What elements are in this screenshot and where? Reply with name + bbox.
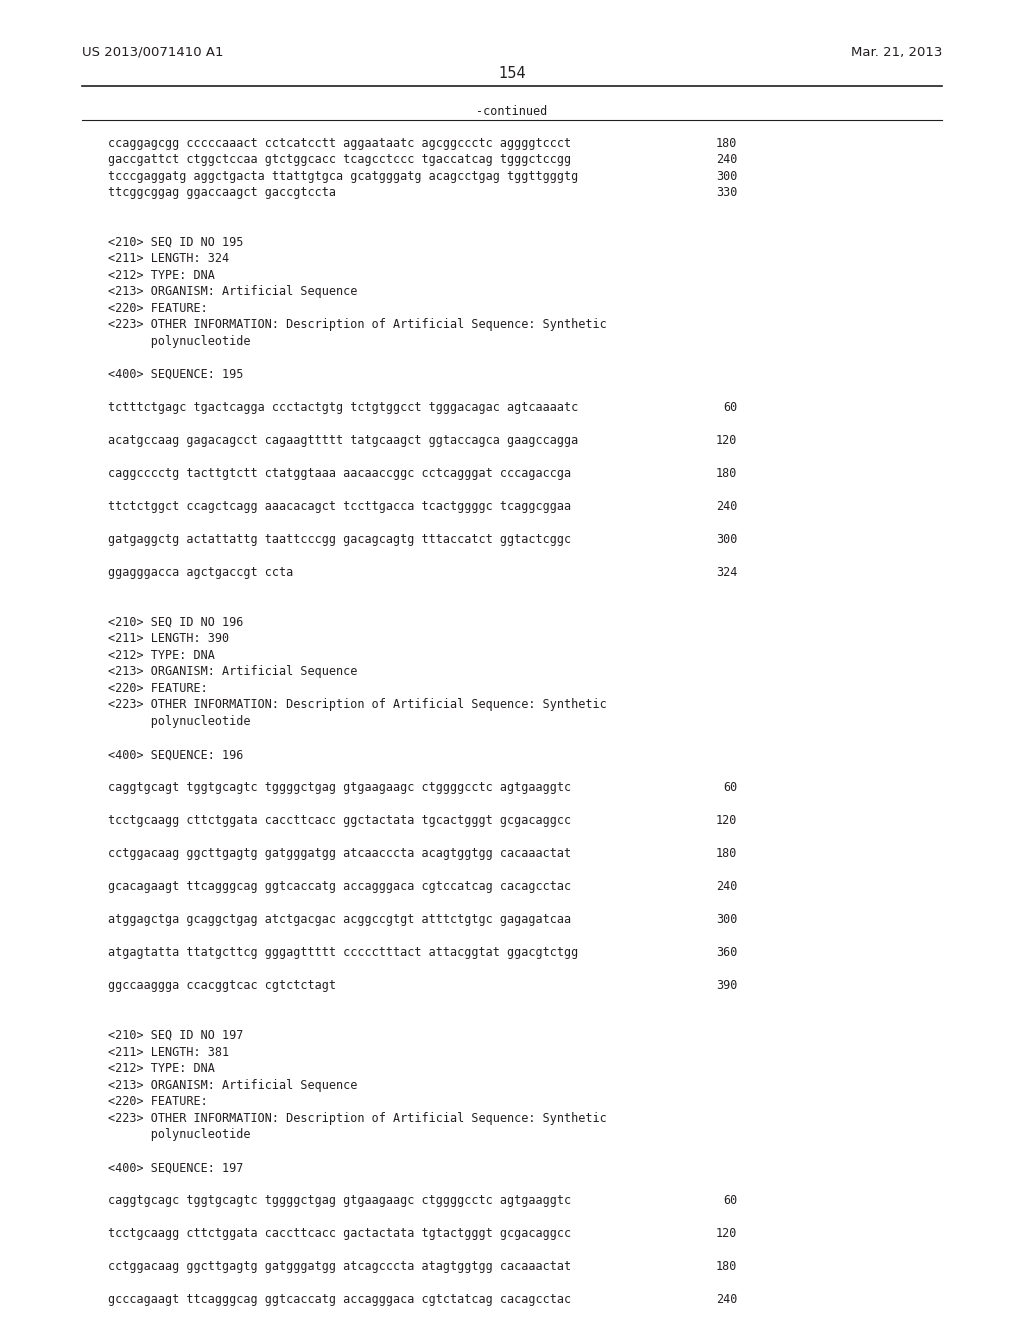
Text: caggtgcagt tggtgcagtc tggggctgag gtgaagaagc ctggggcctc agtgaaggtc: caggtgcagt tggtgcagtc tggggctgag gtgaaga…: [108, 781, 570, 795]
Text: -continued: -continued: [476, 106, 548, 119]
Text: <211> LENGTH: 381: <211> LENGTH: 381: [108, 1045, 228, 1059]
Text: <212> TYPE: DNA: <212> TYPE: DNA: [108, 1063, 214, 1074]
Text: polynucleotide: polynucleotide: [108, 715, 250, 729]
Text: caggcccctg tacttgtctt ctatggtaaa aacaaccggc cctcagggat cccagaccga: caggcccctg tacttgtctt ctatggtaaa aacaacc…: [108, 467, 570, 480]
Text: 154: 154: [498, 66, 526, 81]
Text: ggagggacca agctgaccgt ccta: ggagggacca agctgaccgt ccta: [108, 566, 293, 579]
Text: gcacagaagt ttcagggcag ggtcaccatg accagggaca cgtccatcag cacagcctac: gcacagaagt ttcagggcag ggtcaccatg accaggg…: [108, 880, 570, 894]
Text: 324: 324: [716, 566, 737, 579]
Text: caggtgcagc tggtgcagtc tggggctgag gtgaagaagc ctggggcctc agtgaaggtc: caggtgcagc tggtgcagtc tggggctgag gtgaaga…: [108, 1195, 570, 1208]
Text: atggagctga gcaggctgag atctgacgac acggccgtgt atttctgtgc gagagatcaa: atggagctga gcaggctgag atctgacgac acggccg…: [108, 913, 570, 927]
Text: gcccagaagt ttcagggcag ggtcaccatg accagggaca cgtctatcag cacagcctac: gcccagaagt ttcagggcag ggtcaccatg accaggg…: [108, 1294, 570, 1307]
Text: <400> SEQUENCE: 197: <400> SEQUENCE: 197: [108, 1162, 243, 1175]
Text: <213> ORGANISM: Artificial Sequence: <213> ORGANISM: Artificial Sequence: [108, 285, 357, 298]
Text: 60: 60: [723, 1195, 737, 1208]
Text: <400> SEQUENCE: 195: <400> SEQUENCE: 195: [108, 368, 243, 381]
Text: polynucleotide: polynucleotide: [108, 1129, 250, 1142]
Text: 120: 120: [716, 1228, 737, 1241]
Text: <223> OTHER INFORMATION: Description of Artificial Sequence: Synthetic: <223> OTHER INFORMATION: Description of …: [108, 318, 606, 331]
Text: <400> SEQUENCE: 196: <400> SEQUENCE: 196: [108, 748, 243, 762]
Text: 240: 240: [716, 880, 737, 894]
Text: 240: 240: [716, 1294, 737, 1307]
Text: ggccaaggga ccacggtcac cgtctctagt: ggccaaggga ccacggtcac cgtctctagt: [108, 979, 336, 993]
Text: tcccgaggatg aggctgacta ttattgtgca gcatgggatg acagcctgag tggttgggtg: tcccgaggatg aggctgacta ttattgtgca gcatgg…: [108, 169, 578, 182]
Text: tctttctgagc tgactcagga ccctactgtg tctgtggcct tgggacagac agtcaaaatc: tctttctgagc tgactcagga ccctactgtg tctgtg…: [108, 401, 578, 414]
Text: US 2013/0071410 A1: US 2013/0071410 A1: [82, 45, 223, 58]
Text: acatgccaag gagacagcct cagaagttttt tatgcaagct ggtaccagca gaagccagga: acatgccaag gagacagcct cagaagttttt tatgca…: [108, 434, 578, 447]
Text: 180: 180: [716, 467, 737, 480]
Text: 300: 300: [716, 913, 737, 927]
Text: <210> SEQ ID NO 196: <210> SEQ ID NO 196: [108, 616, 243, 628]
Text: ttcggcggag ggaccaagct gaccgtccta: ttcggcggag ggaccaagct gaccgtccta: [108, 186, 336, 199]
Text: cctggacaag ggcttgagtg gatgggatgg atcaacccta acagtggtgg cacaaactat: cctggacaag ggcttgagtg gatgggatgg atcaacc…: [108, 847, 570, 861]
Text: 180: 180: [716, 1261, 737, 1274]
Text: <223> OTHER INFORMATION: Description of Artificial Sequence: Synthetic: <223> OTHER INFORMATION: Description of …: [108, 698, 606, 711]
Text: <223> OTHER INFORMATION: Description of Artificial Sequence: Synthetic: <223> OTHER INFORMATION: Description of …: [108, 1111, 606, 1125]
Text: <213> ORGANISM: Artificial Sequence: <213> ORGANISM: Artificial Sequence: [108, 1078, 357, 1092]
Text: 390: 390: [716, 979, 737, 993]
Text: 240: 240: [716, 153, 737, 166]
Text: <211> LENGTH: 390: <211> LENGTH: 390: [108, 632, 228, 645]
Text: <210> SEQ ID NO 195: <210> SEQ ID NO 195: [108, 236, 243, 248]
Text: 120: 120: [716, 814, 737, 828]
Text: 60: 60: [723, 401, 737, 414]
Text: <220> FEATURE:: <220> FEATURE:: [108, 302, 207, 314]
Text: tcctgcaagg cttctggata caccttcacc ggctactata tgcactgggt gcgacaggcc: tcctgcaagg cttctggata caccttcacc ggctact…: [108, 814, 570, 828]
Text: <220> FEATURE:: <220> FEATURE:: [108, 682, 207, 694]
Text: <220> FEATURE:: <220> FEATURE:: [108, 1096, 207, 1107]
Text: 180: 180: [716, 136, 737, 149]
Text: 330: 330: [716, 186, 737, 199]
Text: tcctgcaagg cttctggata caccttcacc gactactata tgtactgggt gcgacaggcc: tcctgcaagg cttctggata caccttcacc gactact…: [108, 1228, 570, 1241]
Text: <212> TYPE: DNA: <212> TYPE: DNA: [108, 649, 214, 661]
Text: ttctctggct ccagctcagg aaacacagct tccttgacca tcactggggc tcaggcggaa: ttctctggct ccagctcagg aaacacagct tccttga…: [108, 500, 570, 513]
Text: <211> LENGTH: 324: <211> LENGTH: 324: [108, 252, 228, 265]
Text: <210> SEQ ID NO 197: <210> SEQ ID NO 197: [108, 1030, 243, 1041]
Text: <213> ORGANISM: Artificial Sequence: <213> ORGANISM: Artificial Sequence: [108, 665, 357, 678]
Text: gaccgattct ctggctccaa gtctggcacc tcagcctccc tgaccatcag tgggctccgg: gaccgattct ctggctccaa gtctggcacc tcagcct…: [108, 153, 570, 166]
Text: Mar. 21, 2013: Mar. 21, 2013: [851, 45, 942, 58]
Text: 240: 240: [716, 500, 737, 513]
Text: polynucleotide: polynucleotide: [108, 335, 250, 348]
Text: ccaggagcgg cccccaaact cctcatcctt aggaataatc agcggccctc aggggtccct: ccaggagcgg cccccaaact cctcatcctt aggaata…: [108, 136, 570, 149]
Text: 360: 360: [716, 946, 737, 960]
Text: 60: 60: [723, 781, 737, 795]
Text: 180: 180: [716, 847, 737, 861]
Text: cctggacaag ggcttgagtg gatgggatgg atcagcccta atagtggtgg cacaaactat: cctggacaag ggcttgagtg gatgggatgg atcagcc…: [108, 1261, 570, 1274]
Text: <212> TYPE: DNA: <212> TYPE: DNA: [108, 269, 214, 281]
Text: 120: 120: [716, 434, 737, 447]
Text: gatgaggctg actattattg taattcccgg gacagcagtg tttaccatct ggtactcggc: gatgaggctg actattattg taattcccgg gacagca…: [108, 533, 570, 546]
Text: 300: 300: [716, 169, 737, 182]
Text: atgagtatta ttatgcttcg gggagttttt ccccctttact attacggtat ggacgtctgg: atgagtatta ttatgcttcg gggagttttt ccccctt…: [108, 946, 578, 960]
Text: 300: 300: [716, 533, 737, 546]
